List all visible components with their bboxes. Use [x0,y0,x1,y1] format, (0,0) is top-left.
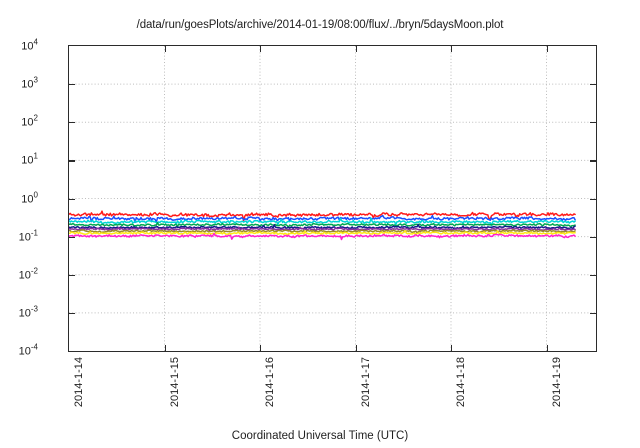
plot-canvas [69,46,596,351]
x-tick-mark [355,345,357,351]
y-tick-label: 103 [21,75,38,91]
y-tick-mark [69,236,75,238]
x-tick-label: 2014-1-14 [73,357,85,408]
y-tick-label: 101 [21,152,38,167]
y-tick-label: 10-4 [18,342,38,358]
y-tick-mark [590,84,596,86]
x-tick-mark [355,46,357,52]
y-tick-mark [69,84,75,86]
x-axis-label: Coordinated Universal Time (UTC) [231,430,409,442]
x-tick-label: 2014-1-16 [264,357,276,408]
y-tick-mark [590,312,596,315]
y-tick-label: 10-1 [18,228,38,243]
chart-title: /data/run/goesPlots/archive/2014-01-19/0… [136,19,504,31]
series-olive [69,228,576,235]
x-tick-mark [451,345,453,351]
x-tick-mark [451,46,453,52]
x-tick-label: 2014-1-17 [359,357,372,408]
series-blue [69,214,576,224]
y-tick-mark [69,160,75,162]
series-yellow [69,229,576,237]
y-tick-mark [590,122,596,124]
y-tick-mark [590,160,596,162]
x-tick-label: 2014-1-15 [168,357,181,408]
y-tick-label: 102 [21,113,38,129]
x-tick-mark [546,345,548,351]
y-tick-mark [69,122,75,124]
y-tick-mark [590,198,596,200]
x-tick-mark [164,345,166,351]
series-purple [69,226,576,233]
series-navy [69,223,576,230]
x-tick-mark [260,46,262,52]
y-tick-mark [69,274,75,276]
series-magenta [69,232,576,241]
y-tick-label: 104 [21,37,38,53]
y-tick-label: 10-2 [18,266,38,282]
y-tick-mark [69,312,75,315]
x-tick-mark [546,46,548,52]
x-tick-mark [260,345,262,351]
x-tick-label: 2014-1-19 [550,357,563,408]
x-tick-mark [164,46,166,52]
data-series-group [69,210,576,241]
y-tick-mark [69,198,75,200]
series-green [69,221,576,229]
x-tick-label: 2014-1-18 [455,357,467,408]
y-tick-label: 10-3 [18,304,38,320]
plot-area [68,45,597,352]
y-tick-mark [590,236,596,238]
y-tick-mark [590,274,596,276]
y-tick-label: 100 [21,190,38,205]
